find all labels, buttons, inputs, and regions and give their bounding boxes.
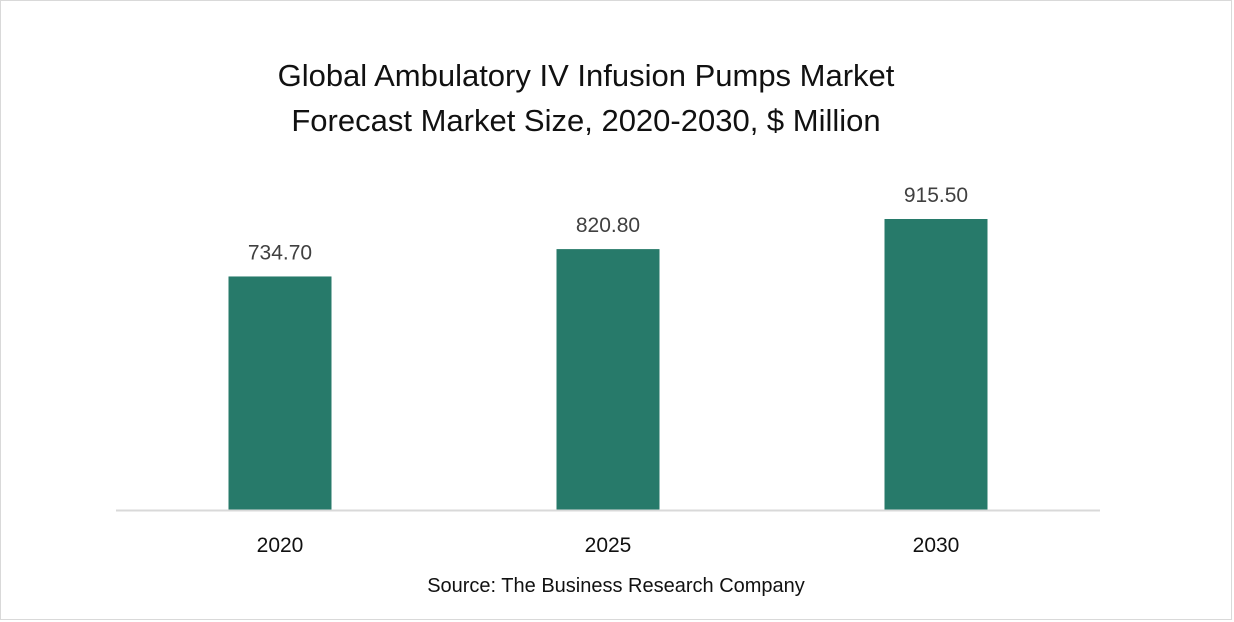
data-label-2025: 820.80	[576, 214, 640, 237]
chart-title-line-2: Forecast Market Size, 2020-2030, $ Milli…	[291, 103, 881, 138]
source-note: Source: The Business Research Company	[427, 575, 805, 597]
bar-2030	[884, 219, 988, 510]
chart-title-line-1: Global Ambulatory IV Infusion Pumps Mark…	[277, 58, 895, 93]
x-tick-label-2030: 2030	[913, 534, 960, 557]
bar-2025	[556, 249, 660, 510]
data-label-2030: 915.50	[904, 184, 968, 207]
x-tick-label-2020: 2020	[257, 534, 304, 557]
x-tick-label-2025: 2025	[585, 534, 632, 557]
bar-2020	[228, 276, 332, 510]
data-label-2020: 734.70	[248, 241, 312, 264]
